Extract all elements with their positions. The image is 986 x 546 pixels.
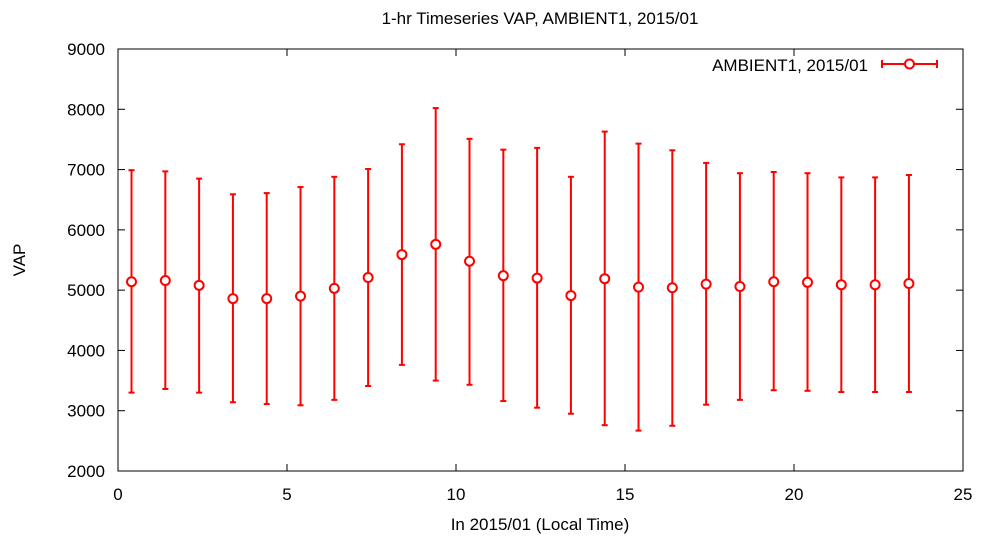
x-tick-label: 25 bbox=[954, 485, 973, 504]
y-tick-label: 7000 bbox=[67, 161, 105, 180]
data-point bbox=[193, 279, 205, 291]
y-tick-label: 8000 bbox=[67, 100, 105, 119]
data-point bbox=[565, 290, 577, 302]
data-point bbox=[464, 255, 476, 267]
x-tick-label: 0 bbox=[113, 485, 122, 504]
data-point bbox=[159, 274, 171, 286]
data-point bbox=[599, 273, 611, 285]
plot-frame bbox=[117, 48, 964, 472]
data-point bbox=[328, 282, 340, 294]
x-tick-label: 15 bbox=[616, 485, 635, 504]
legend-marker bbox=[881, 58, 938, 70]
data-point bbox=[430, 238, 442, 250]
data-point bbox=[666, 282, 678, 294]
y-tick-label: 2000 bbox=[67, 462, 105, 481]
data-point bbox=[396, 249, 408, 261]
data-point bbox=[633, 281, 645, 293]
data-point bbox=[768, 276, 780, 288]
data-point bbox=[869, 279, 881, 291]
y-tick-label: 9000 bbox=[67, 40, 105, 59]
data-point bbox=[802, 276, 814, 288]
axis-ticks: 0 5 10 15 20 25 2000 3000 4000 5000 6000 7000 8000 90… bbox=[67, 40, 972, 504]
data-point bbox=[227, 293, 239, 305]
x-axis-title: In 2015/01 (Local Time) bbox=[451, 515, 630, 534]
data-point bbox=[126, 276, 138, 288]
x-tick-label: 5 bbox=[282, 485, 291, 504]
legend-point bbox=[904, 58, 915, 70]
x-tick-label: 20 bbox=[785, 485, 804, 504]
y-tick-label: 3000 bbox=[67, 402, 105, 421]
x-tick-label: 10 bbox=[447, 485, 466, 504]
data-point bbox=[835, 279, 847, 291]
data-series bbox=[126, 107, 915, 432]
data-point bbox=[531, 272, 543, 284]
data-point bbox=[295, 290, 307, 302]
data-point bbox=[734, 281, 746, 293]
data-point bbox=[903, 278, 915, 290]
data-point bbox=[362, 271, 374, 283]
data-point bbox=[700, 278, 712, 290]
data-point bbox=[497, 270, 509, 282]
y-axis-title: VAP bbox=[10, 244, 29, 277]
y-tick-label: 5000 bbox=[67, 281, 105, 300]
chart-title: 1-hr Timeseries VAP, AMBIENT1, 2015/01 bbox=[382, 9, 699, 28]
legend-label: AMBIENT1, 2015/01 bbox=[712, 56, 868, 75]
data-point bbox=[261, 293, 273, 305]
legend: AMBIENT1, 2015/01 bbox=[712, 56, 938, 75]
y-tick-label: 4000 bbox=[67, 341, 105, 360]
y-tick-label: 6000 bbox=[67, 221, 105, 240]
